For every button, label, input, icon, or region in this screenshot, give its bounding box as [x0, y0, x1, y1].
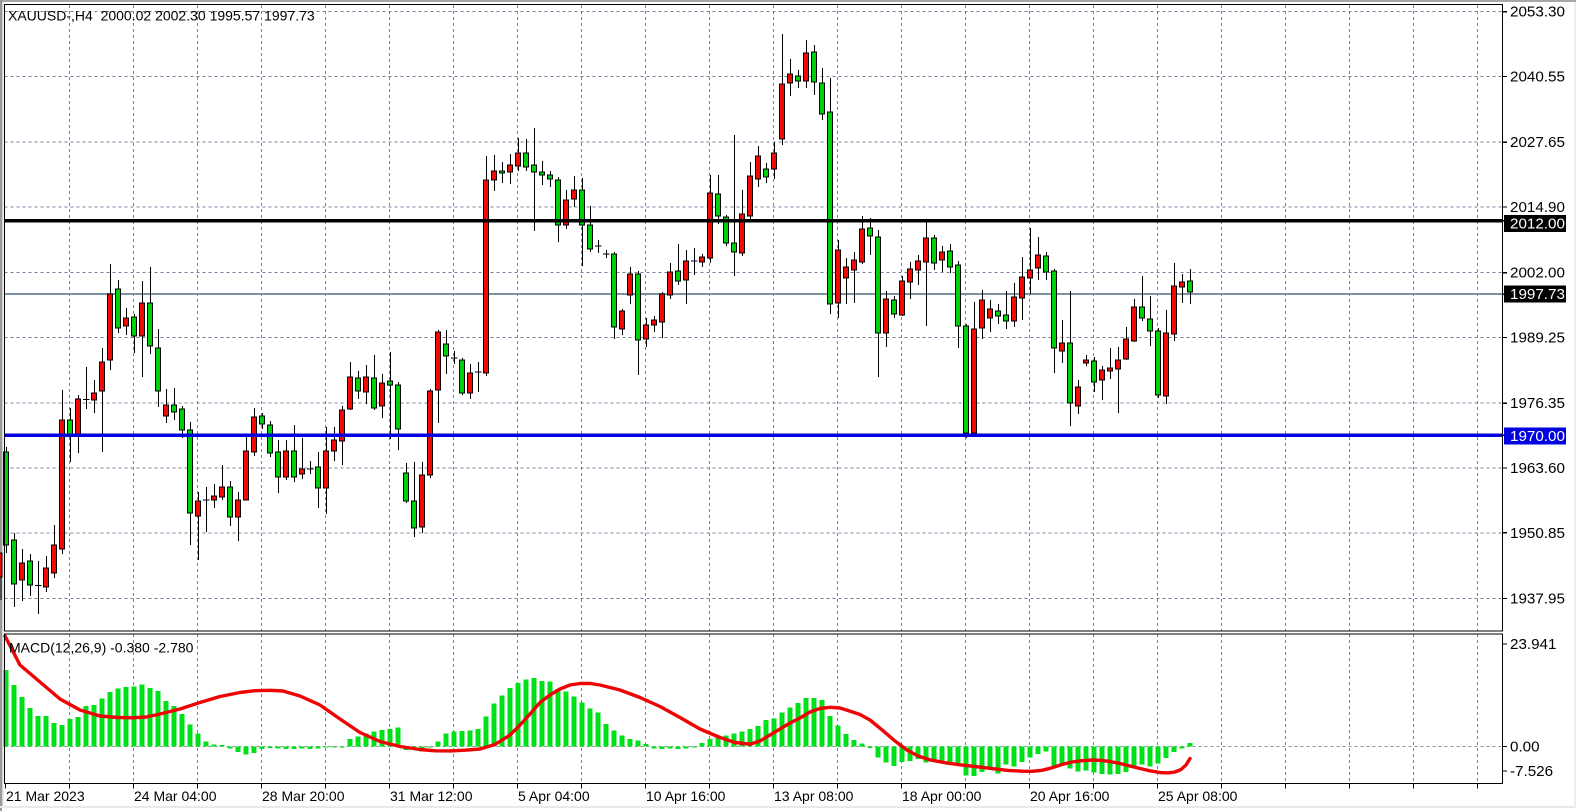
- svg-text:XAUUSD-,H4 2000.02 2002.30 19: XAUUSD-,H4 2000.02 2002.30 1995.57 1997.…: [8, 8, 315, 24]
- svg-text:1937.95: 1937.95: [1510, 591, 1565, 608]
- svg-text:1950.85: 1950.85: [1510, 525, 1565, 542]
- svg-text:-7.526: -7.526: [1510, 763, 1553, 780]
- svg-text:1989.25: 1989.25: [1510, 330, 1565, 347]
- svg-text:10 Apr 16:00: 10 Apr 16:00: [646, 788, 726, 804]
- svg-text:2040.55: 2040.55: [1510, 69, 1565, 86]
- svg-text:21 Mar 2023: 21 Mar 2023: [6, 788, 85, 804]
- svg-text:28 Mar 20:00: 28 Mar 20:00: [262, 788, 345, 804]
- svg-text:20 Apr 16:00: 20 Apr 16:00: [1030, 788, 1110, 804]
- svg-text:24 Mar 04:00: 24 Mar 04:00: [134, 788, 217, 804]
- svg-text:18 Apr 00:00: 18 Apr 00:00: [902, 788, 982, 804]
- svg-text:1963.60: 1963.60: [1510, 460, 1565, 477]
- svg-text:MACD(12,26,9) -0.380 -2.780: MACD(12,26,9) -0.380 -2.780: [9, 640, 194, 656]
- svg-text:2053.30: 2053.30: [1510, 4, 1565, 21]
- svg-text:2002.00: 2002.00: [1510, 265, 1565, 282]
- svg-text:5 Apr 04:00: 5 Apr 04:00: [518, 788, 590, 804]
- svg-text:0.00: 0.00: [1510, 739, 1540, 756]
- svg-text:1997.73: 1997.73: [1510, 286, 1565, 303]
- svg-text:1970.00: 1970.00: [1510, 428, 1565, 445]
- svg-text:23.941: 23.941: [1510, 636, 1556, 653]
- svg-text:2012.00: 2012.00: [1510, 215, 1565, 232]
- svg-text:2027.65: 2027.65: [1510, 134, 1565, 151]
- svg-text:25 Apr 08:00: 25 Apr 08:00: [1158, 788, 1238, 804]
- svg-text:2014.90: 2014.90: [1510, 199, 1565, 216]
- svg-text:1976.35: 1976.35: [1510, 395, 1565, 412]
- svg-text:13 Apr 08:00: 13 Apr 08:00: [774, 788, 854, 804]
- svg-text:31 Mar 12:00: 31 Mar 12:00: [390, 788, 473, 804]
